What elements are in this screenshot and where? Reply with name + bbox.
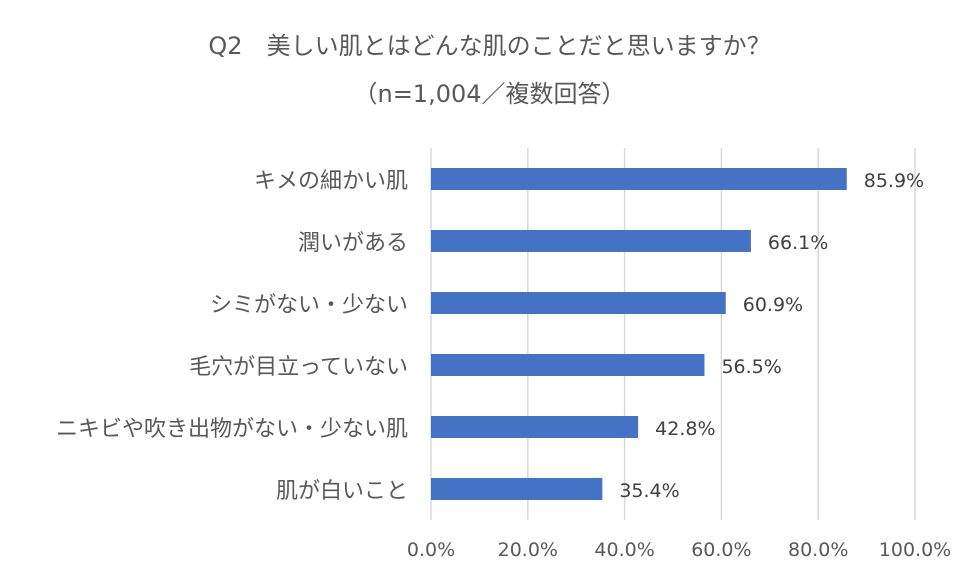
x-tick-label: 0.0% <box>406 539 456 561</box>
x-tick-label: 20.0% <box>497 539 558 561</box>
data-label: 35.4% <box>619 480 680 502</box>
bar <box>431 292 726 314</box>
bar <box>431 168 847 190</box>
category-label: シミがない・少ない <box>209 293 408 318</box>
bar <box>431 478 603 500</box>
x-tick-label: 100.0% <box>878 539 952 561</box>
data-label: 66.1% <box>767 232 829 254</box>
data-label: 42.8% <box>655 418 716 440</box>
data-label: 85.9% <box>863 170 925 192</box>
bar <box>431 230 751 252</box>
category-label: 潤いがある <box>297 231 408 256</box>
x-tick-label: 40.0% <box>594 539 655 561</box>
bar <box>431 416 639 438</box>
chart-subtitle: （n=1,004／複数回答） <box>353 80 626 108</box>
category-label: ニキビや吹き出物がない・少ない肌 <box>55 417 408 442</box>
x-tick-label: 60.0% <box>691 539 752 561</box>
data-label: 56.5% <box>721 356 782 378</box>
category-label: 肌が白いこと <box>275 479 408 504</box>
x-tick-label: 80.0% <box>788 539 849 561</box>
category-label: 毛穴が目立っていない <box>189 355 408 380</box>
category-label: キメの細かい肌 <box>253 169 408 194</box>
chart-title: Q2 美しい肌とはどんな肌のことだと思いますか？ <box>208 32 771 60</box>
data-label: 60.9% <box>742 294 804 316</box>
bar <box>431 354 705 376</box>
